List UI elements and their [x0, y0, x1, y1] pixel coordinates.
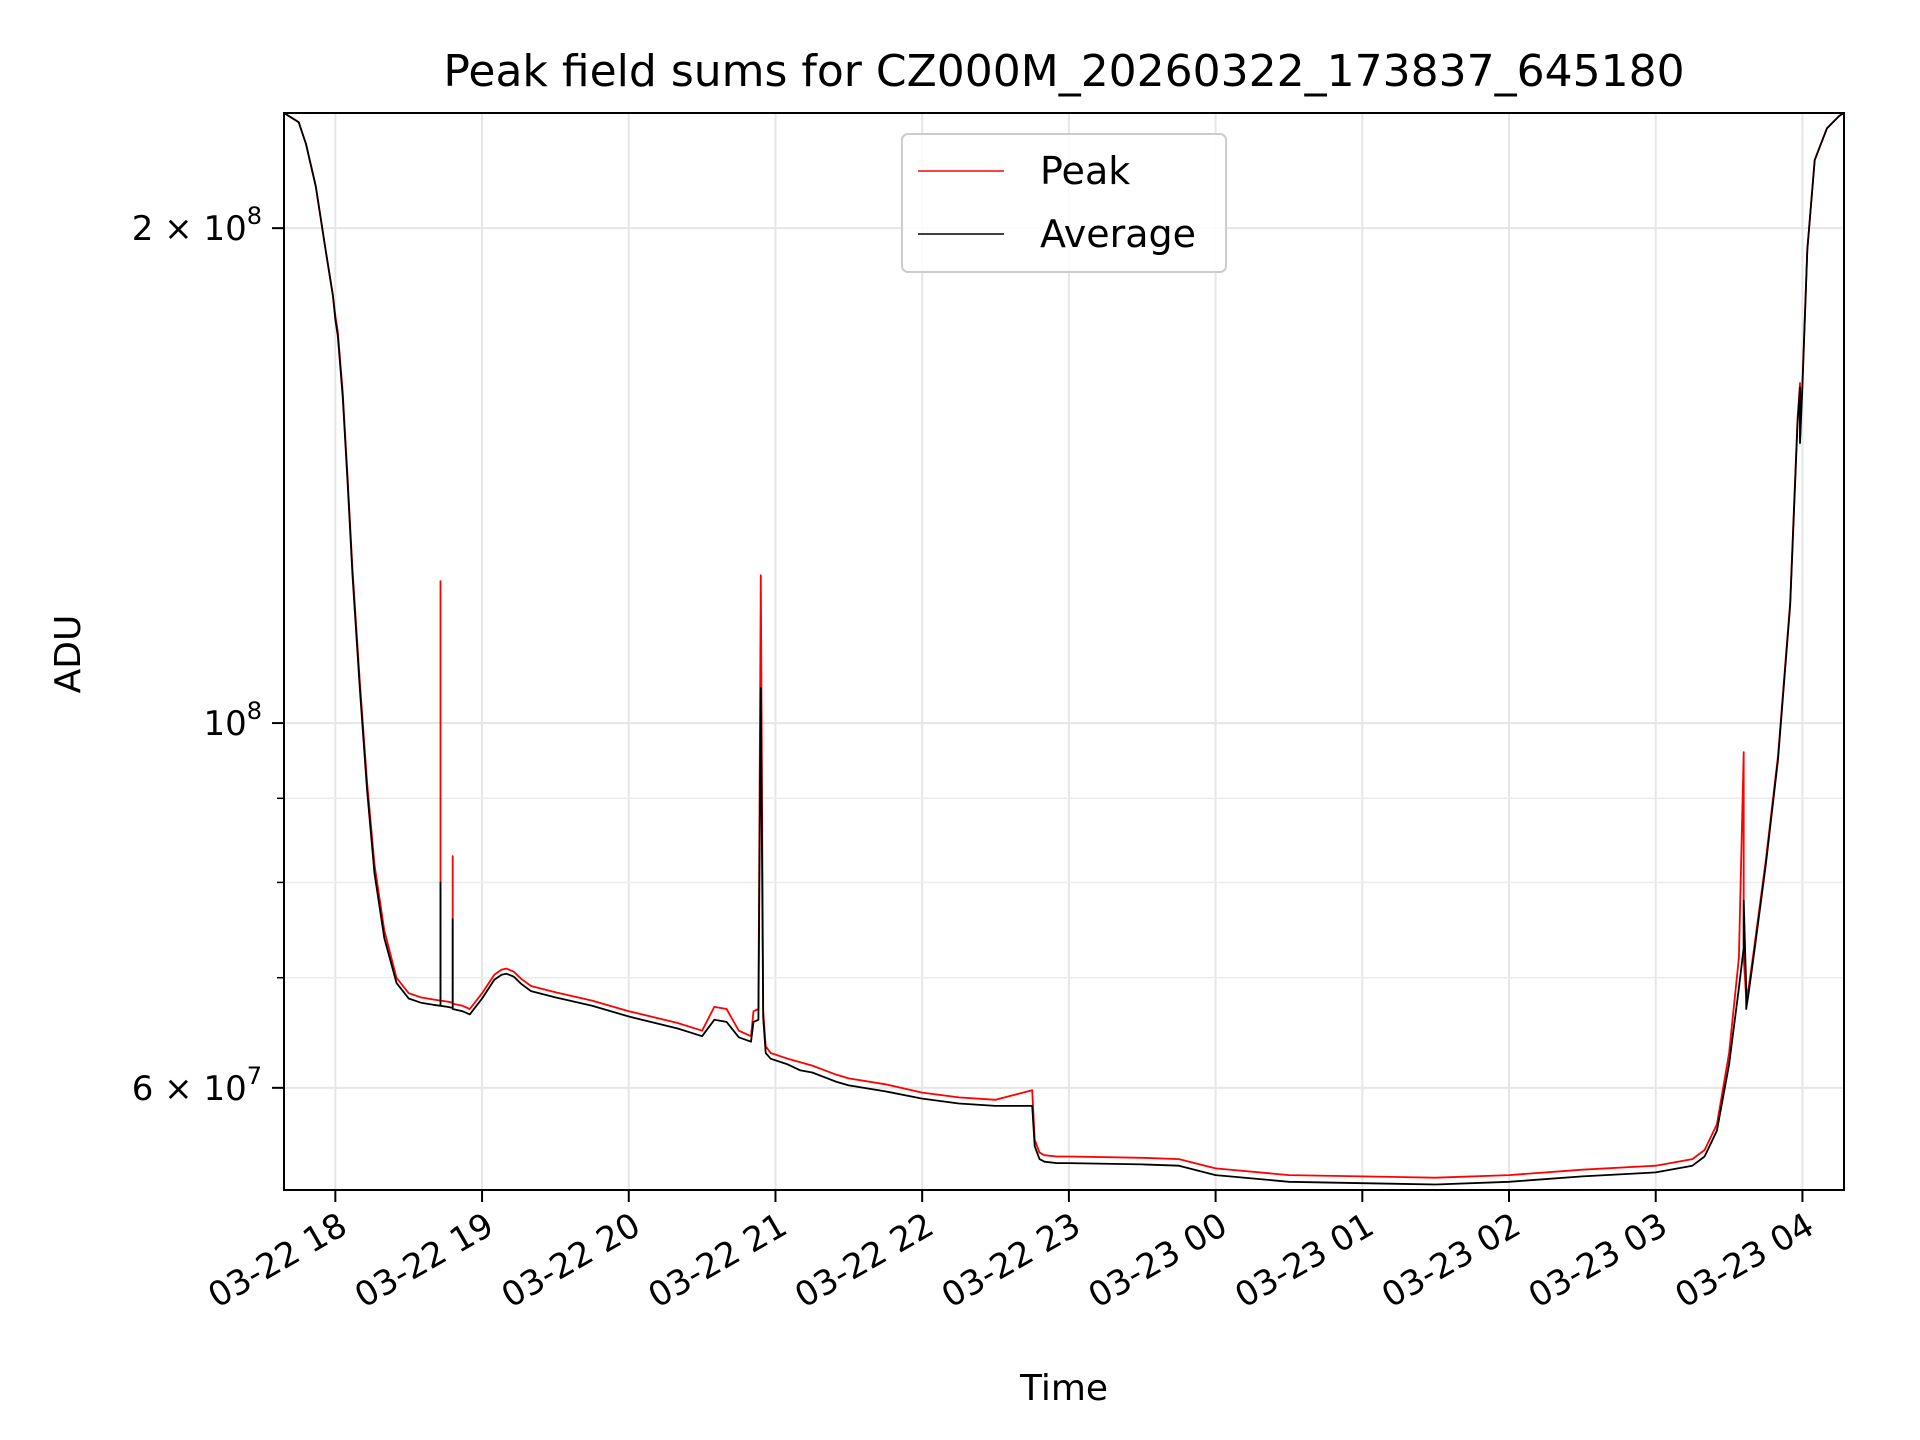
- x-axis-title: Time: [1019, 1368, 1108, 1409]
- series-layer: [283, 112, 1845, 1186]
- y-tick-label: 2 × 108: [132, 202, 262, 249]
- legend: Peak Average: [901, 133, 1227, 273]
- grid: [284, 113, 1844, 1190]
- plot-frame: [283, 112, 1845, 1191]
- y-axis: 6 × 107 108 2 × 108: [132, 202, 284, 1109]
- y-axis-title: ADU: [48, 615, 89, 694]
- legend-label-average: Average: [1040, 212, 1196, 256]
- y-tick-label: 108: [203, 697, 262, 744]
- series-line-average: [283, 112, 1845, 1186]
- legend-box: [901, 133, 1227, 273]
- legend-label-peak: Peak: [1040, 149, 1130, 193]
- chart-title: Peak field sums for CZ000M_20260322_1738…: [443, 46, 1684, 97]
- y-tick-label: 6 × 107: [132, 1062, 262, 1109]
